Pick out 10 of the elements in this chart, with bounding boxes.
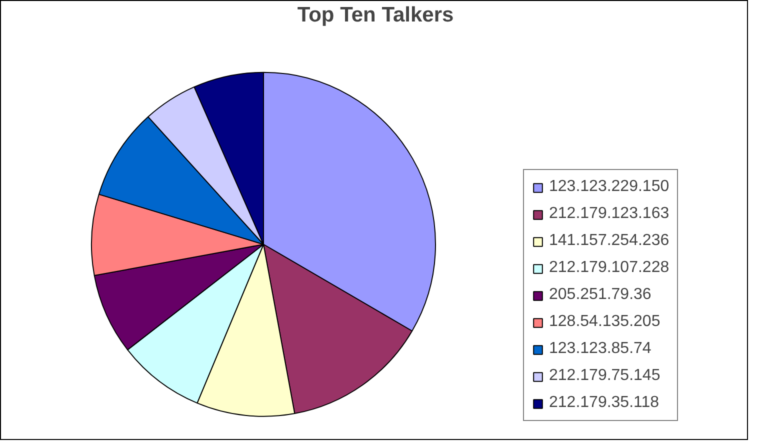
legend-label: 205.251.79.36: [549, 286, 652, 304]
legend-label: 212.179.123.163: [549, 205, 670, 223]
legend-label: 212.179.35.118: [549, 394, 660, 412]
legend-label: 123.123.85.74: [549, 340, 652, 358]
chart-title: Top Ten Talkers: [297, 4, 454, 26]
legend-label: 212.179.107.228: [549, 259, 670, 277]
legend-label: 141.157.254.236: [549, 232, 670, 250]
legend-label: 128.54.135.205: [549, 313, 660, 331]
legend-label: 123.123.229.150: [549, 178, 670, 196]
legend-label: 212.179.75.145: [549, 367, 660, 385]
